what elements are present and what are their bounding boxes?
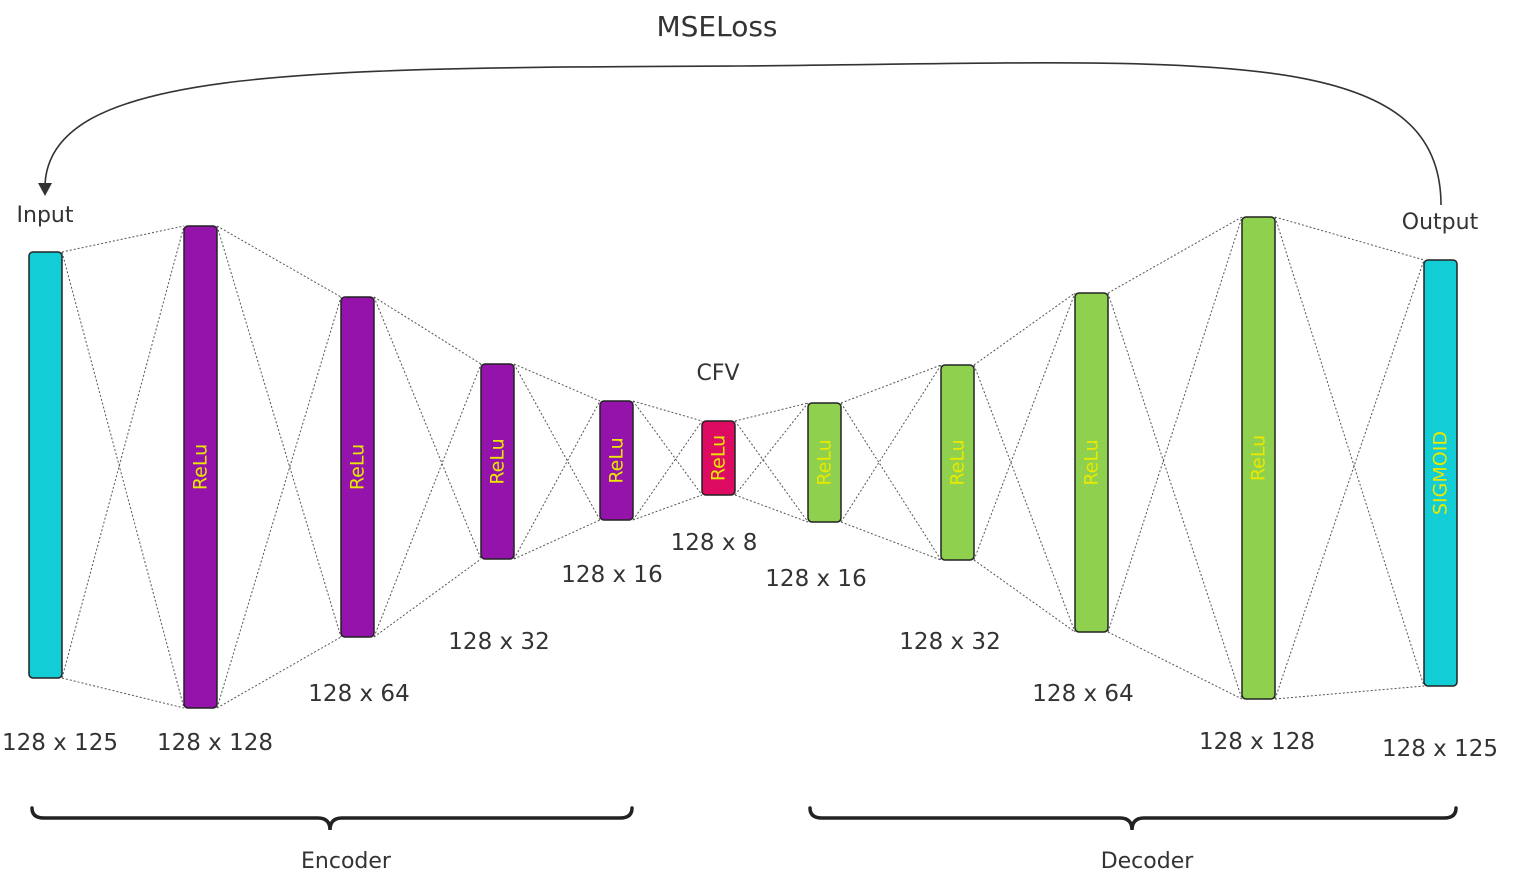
connection-line [1107,216,1243,633]
loss-arrow [44,62,1442,206]
layer-dec3-activation: ReLu [1081,439,1103,485]
connection-line [513,519,601,560]
connection-line [632,494,703,521]
layer-enc1-bar [183,225,218,709]
connection-line [632,400,703,422]
connection-line [973,364,1076,633]
connection-line [216,296,342,709]
layer-bottleneck-activation: ReLu [708,435,730,481]
connection-line [734,402,809,422]
layer-bars: 128 x 125 ReLu 128 x 128 ReLu 128 x 64 ReLu 12… [2,216,1498,762]
layer-enc3-bar [480,363,515,560]
layer-input-dims: 128 x 125 [2,730,118,756]
connection-line [1107,631,1243,700]
layer-dec2-activation: ReLu [947,439,969,485]
connection-line [734,402,809,496]
connection-line [513,400,601,560]
layer-enc2-activation: ReLu [347,444,369,490]
layer-dec2-bar [940,364,975,561]
input-label: Input [17,203,74,228]
connection-line [734,494,809,523]
connection-lines [61,216,1425,709]
decoder-label: Decoder [1101,849,1195,874]
layer-enc3-activation: ReLu [487,438,509,484]
connection-line [61,225,185,679]
layer-dec1-dims: 128 x 16 [765,566,866,592]
connection-line [1274,259,1425,700]
connection-line [734,420,809,523]
layer-dec1-bar [807,402,842,523]
connection-line [632,420,703,521]
connection-line [373,558,482,638]
layer-dec3-dims: 128 x 64 [1032,681,1133,707]
connection-line [632,400,703,496]
layer-dec4-bar [1241,216,1276,700]
layer-dec4-activation: ReLu [1248,435,1270,481]
loss-label: MSELoss [656,10,777,43]
layer-enc4-bar [599,400,634,521]
layer-enc4-activation: ReLu [606,437,628,483]
connection-line [61,677,185,709]
connection-line [373,296,482,365]
layer-enc4-dims: 128 x 16 [561,562,662,588]
layer-enc1-dims: 128 x 128 [157,730,273,756]
layer-enc2-bar [340,296,375,638]
connection-line [1274,685,1425,700]
decoder-brace [808,806,1458,831]
layer-enc3-dims: 128 x 32 [448,629,549,655]
encoder-label: Encoder [301,849,392,874]
connection-line [1274,216,1425,687]
layer-output-bar [1423,259,1458,687]
connection-line [1107,292,1243,700]
layer-enc1-activation: ReLu [190,444,212,490]
layer-output-dims: 128 x 125 [1382,736,1498,762]
connection-line [373,363,482,638]
connection-line [216,225,342,638]
loss-arrowhead [38,183,52,196]
layer-bottleneck-dims: 128 x 8 [671,530,758,556]
connection-line [513,363,601,521]
layer-dec4-dims: 128 x 128 [1199,729,1315,755]
connection-line [216,225,342,298]
connection-line [840,364,942,523]
connection-line [840,364,942,404]
connection-line [61,251,185,709]
connection-line [973,292,1076,561]
layer-dec1-activation: ReLu [814,439,836,485]
layer-dec2-dims: 128 x 32 [899,629,1000,655]
layer-input-bar [28,251,63,679]
connection-line [513,363,601,402]
connection-line [1274,216,1425,261]
connection-line [973,292,1076,366]
layer-output-activation: SIGMOID [1430,431,1452,515]
layer-dec3-bar [1074,292,1109,633]
connection-line [61,225,185,253]
connection-line [973,559,1076,633]
connection-line [840,402,942,561]
connection-line [373,296,482,560]
bottleneck-label: CFV [696,361,739,386]
output-label: Output [1402,210,1479,235]
connection-line [1107,216,1243,294]
encoder-brace [30,806,634,831]
layer-bottleneck-bar [701,420,736,496]
connection-line [840,521,942,561]
layer-enc2-dims: 128 x 64 [308,681,409,707]
